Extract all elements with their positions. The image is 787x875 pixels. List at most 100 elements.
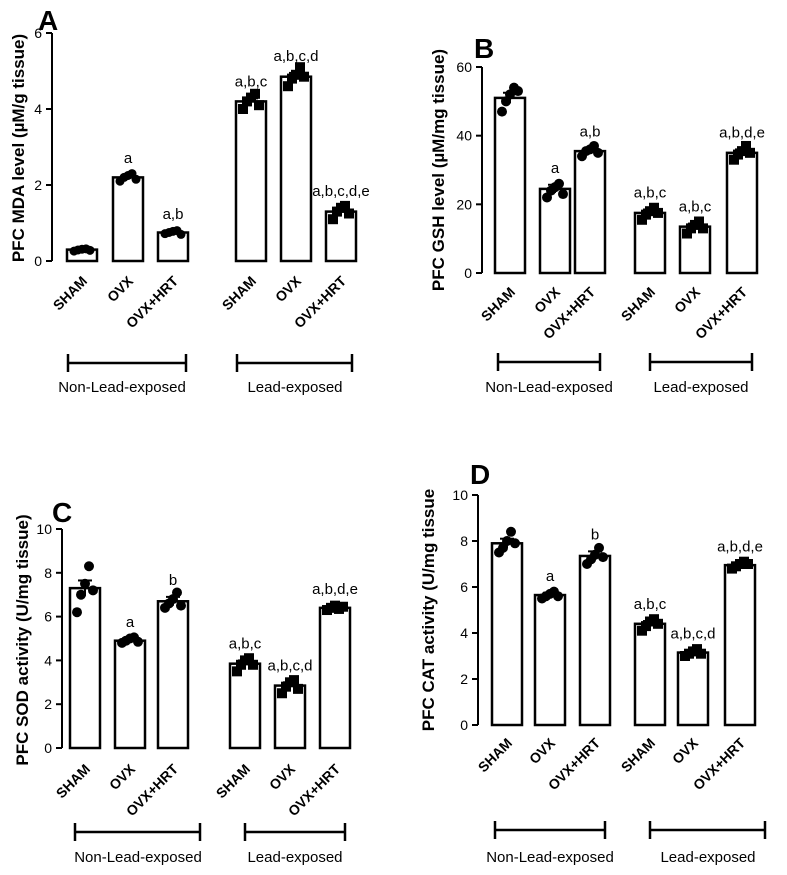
panel-a: A PFC MDA level (µM/g tissue) 0 2 4 6 SHAM a OVX… bbox=[9, 5, 370, 396]
x-category-label: SHAM bbox=[475, 735, 515, 775]
y-tick-label: 2 bbox=[460, 671, 468, 687]
y-tick-label: 10 bbox=[452, 487, 468, 503]
x-category-label: SHAM bbox=[53, 761, 93, 801]
y-tick-label: 40 bbox=[456, 128, 472, 144]
y-axis-label: PFC SOD activity (U/mg tissue) bbox=[13, 514, 32, 765]
data-point bbox=[244, 653, 254, 664]
group-label: Non-Lead-exposed bbox=[58, 379, 186, 396]
panel-c: C PFC SOD activity (U/mg tissue) 0 2 4 6 8 10 SH… bbox=[13, 497, 358, 866]
data-point bbox=[131, 174, 141, 184]
x-category-label: OVX bbox=[272, 272, 305, 305]
data-point bbox=[76, 589, 86, 600]
bar bbox=[676, 651, 710, 727]
significance-label: a,b,c,d bbox=[670, 625, 715, 642]
group-label: Lead-exposed bbox=[247, 379, 342, 396]
y-tick-label: 4 bbox=[44, 652, 52, 668]
y-tick-label: 4 bbox=[460, 625, 468, 641]
group-label: Lead-exposed bbox=[247, 849, 342, 866]
group-label: Lead-exposed bbox=[660, 849, 755, 866]
bar bbox=[273, 684, 307, 750]
x-category-label: OVX bbox=[526, 734, 559, 767]
panel-d: D PFC CAT activity (U/mg tissue 0 2 4 6 8 10 SHA… bbox=[419, 459, 767, 866]
panel-letter: B bbox=[474, 33, 494, 64]
y-axis-label: PFC MDA level (µM/g tissue) bbox=[9, 34, 28, 262]
data-point bbox=[293, 683, 303, 694]
bar bbox=[538, 187, 572, 275]
bar bbox=[228, 662, 262, 750]
bar bbox=[490, 542, 524, 727]
significance-label: a,b bbox=[580, 123, 601, 140]
significance-label: a bbox=[551, 160, 560, 177]
y-tick-label: 0 bbox=[34, 253, 42, 269]
data-point bbox=[328, 214, 338, 225]
data-point bbox=[283, 81, 293, 92]
data-point bbox=[344, 208, 354, 219]
group-label: Non-Lead-exposed bbox=[486, 849, 614, 866]
data-point bbox=[698, 223, 708, 234]
data-point bbox=[232, 666, 242, 677]
data-point bbox=[176, 229, 186, 239]
y-tick-label: 2 bbox=[44, 696, 52, 712]
y-tick-label: 0 bbox=[460, 717, 468, 733]
significance-label: b bbox=[169, 572, 177, 589]
y-tick-label: 6 bbox=[34, 25, 42, 41]
significance-label: a,b,c,d bbox=[273, 48, 318, 65]
data-point bbox=[250, 88, 260, 99]
data-point bbox=[694, 216, 704, 227]
data-point bbox=[598, 552, 608, 563]
significance-label: a,b,c bbox=[634, 184, 667, 201]
x-category-label: SHAM bbox=[50, 273, 90, 313]
data-point bbox=[176, 600, 186, 611]
y-tick-label: 60 bbox=[456, 59, 472, 75]
data-point bbox=[340, 200, 350, 211]
data-point bbox=[338, 601, 348, 612]
y-tick-label: 0 bbox=[464, 265, 472, 281]
bar bbox=[279, 75, 313, 263]
data-point bbox=[88, 585, 98, 596]
data-point bbox=[649, 202, 659, 213]
significance-label: a,b,d,e bbox=[717, 538, 763, 555]
bar bbox=[318, 606, 352, 750]
x-category-label: OVX bbox=[266, 760, 299, 793]
data-point bbox=[85, 245, 95, 255]
significance-label: a,b,c,d bbox=[267, 657, 312, 674]
significance-label: a,b,c bbox=[235, 73, 268, 90]
data-point bbox=[80, 578, 90, 589]
data-point bbox=[497, 106, 507, 117]
significance-label: a,b,c bbox=[229, 635, 262, 652]
data-point bbox=[637, 214, 647, 225]
bar bbox=[573, 149, 607, 275]
data-point bbox=[743, 559, 753, 569]
x-category-label: OVX+HRT bbox=[692, 283, 751, 342]
data-point bbox=[741, 140, 751, 151]
y-axis-label: PFC CAT activity (U/mg tissue bbox=[419, 489, 438, 731]
data-point bbox=[593, 147, 603, 158]
group-label: Lead-exposed bbox=[653, 379, 748, 396]
data-point bbox=[133, 636, 143, 647]
data-point bbox=[553, 591, 563, 602]
panel-letter: A bbox=[38, 5, 58, 36]
x-category-label: OVX bbox=[106, 760, 139, 793]
panel-letter: C bbox=[52, 497, 72, 528]
data-point bbox=[653, 207, 663, 218]
x-category-label: SHAM bbox=[219, 273, 259, 313]
data-point bbox=[729, 154, 739, 165]
x-category-label: SHAM bbox=[213, 761, 253, 801]
significance-label: a,b,d,e bbox=[719, 124, 765, 141]
data-point bbox=[172, 587, 182, 598]
data-point bbox=[254, 100, 264, 111]
data-point bbox=[277, 688, 287, 699]
panel-letter: D bbox=[470, 459, 490, 490]
group-label: Non-Lead-exposed bbox=[74, 849, 202, 866]
significance-label: b bbox=[591, 526, 599, 543]
significance-label: a,b,c bbox=[679, 199, 712, 216]
y-tick-label: 4 bbox=[34, 101, 42, 117]
x-category-label: SHAM bbox=[618, 284, 658, 324]
data-point bbox=[506, 526, 516, 537]
data-point bbox=[248, 659, 258, 670]
significance-label: a bbox=[546, 568, 555, 585]
data-point bbox=[84, 561, 94, 572]
data-point bbox=[295, 62, 305, 73]
x-category-label: OVX bbox=[669, 734, 702, 767]
